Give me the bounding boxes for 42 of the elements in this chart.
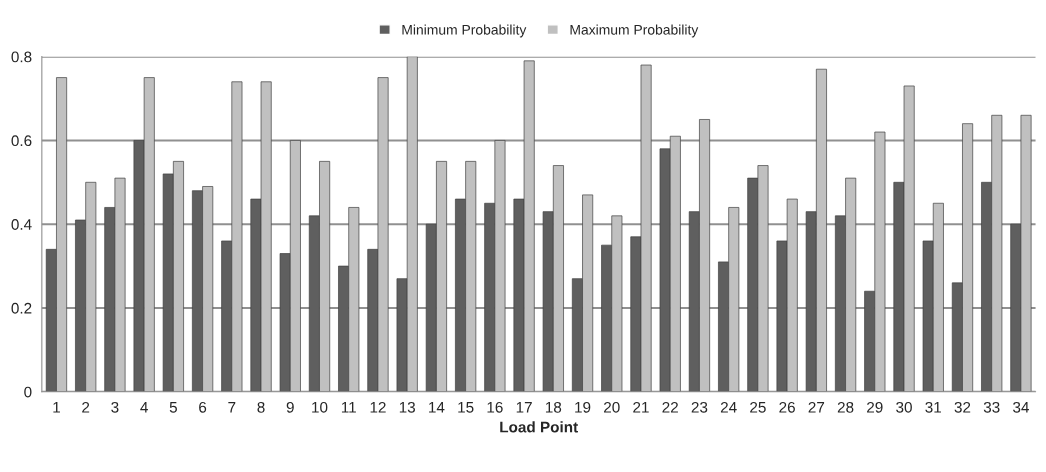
x-tick-label: 5 [169, 402, 177, 413]
y-tick-label: 0.4 [11, 219, 32, 230]
legend-label: Minimum Probability [402, 24, 527, 38]
y-tick-label: 0.2 [11, 302, 32, 314]
x-tick-label: 16 [487, 401, 503, 413]
x-tick-label: 20 [604, 401, 620, 413]
x-tick-label: 1 [53, 402, 60, 413]
x-tick-label: 10 [312, 401, 328, 413]
x-tick-label: 27 [808, 401, 825, 413]
x-tick-label: 8 [257, 401, 265, 413]
x-tick-label: 18 [545, 401, 562, 413]
legend-label: Maximum Probability [570, 24, 699, 38]
x-tick-label: 23 [691, 401, 708, 413]
x-tick-label: 12 [370, 401, 386, 413]
x-tick-label: 30 [896, 401, 912, 413]
x-tick-label: 29 [867, 401, 883, 413]
x-tick-label: 26 [779, 401, 795, 413]
x-tick-label: 13 [399, 401, 415, 413]
x-tick-label: 32 [954, 401, 971, 413]
x-tick-label: 28 [837, 401, 854, 413]
x-tick-label: 21 [633, 401, 649, 413]
x-tick-label: 2 [82, 401, 90, 413]
x-tick-label: 31 [925, 401, 941, 413]
x-tick-label: 19 [575, 401, 591, 413]
x-tick-label: 17 [516, 402, 532, 413]
x-tick-label: 24 [720, 401, 737, 413]
x-tick-label: 25 [750, 401, 766, 413]
x-axis-title: Load Point [500, 421, 578, 433]
x-tick-label: 6 [199, 401, 207, 413]
x-tick-label: 4 [140, 402, 148, 413]
x-tick-label: 9 [286, 401, 294, 413]
x-tick-label: 14 [429, 402, 445, 413]
y-tick-label: 0 [24, 386, 32, 398]
y-tick-label: 0.8 [11, 51, 32, 63]
x-tick-label: 15 [458, 402, 474, 413]
y-tick-label: 0.6 [11, 135, 32, 147]
x-tick-label: 3 [111, 401, 119, 413]
x-tick-label: 22 [662, 401, 678, 413]
x-tick-label: 33 [983, 401, 1000, 413]
x-tick-label: 7 [228, 402, 236, 413]
x-tick-label: 11 [341, 402, 356, 413]
x-tick-label: 34 [1013, 401, 1029, 413]
